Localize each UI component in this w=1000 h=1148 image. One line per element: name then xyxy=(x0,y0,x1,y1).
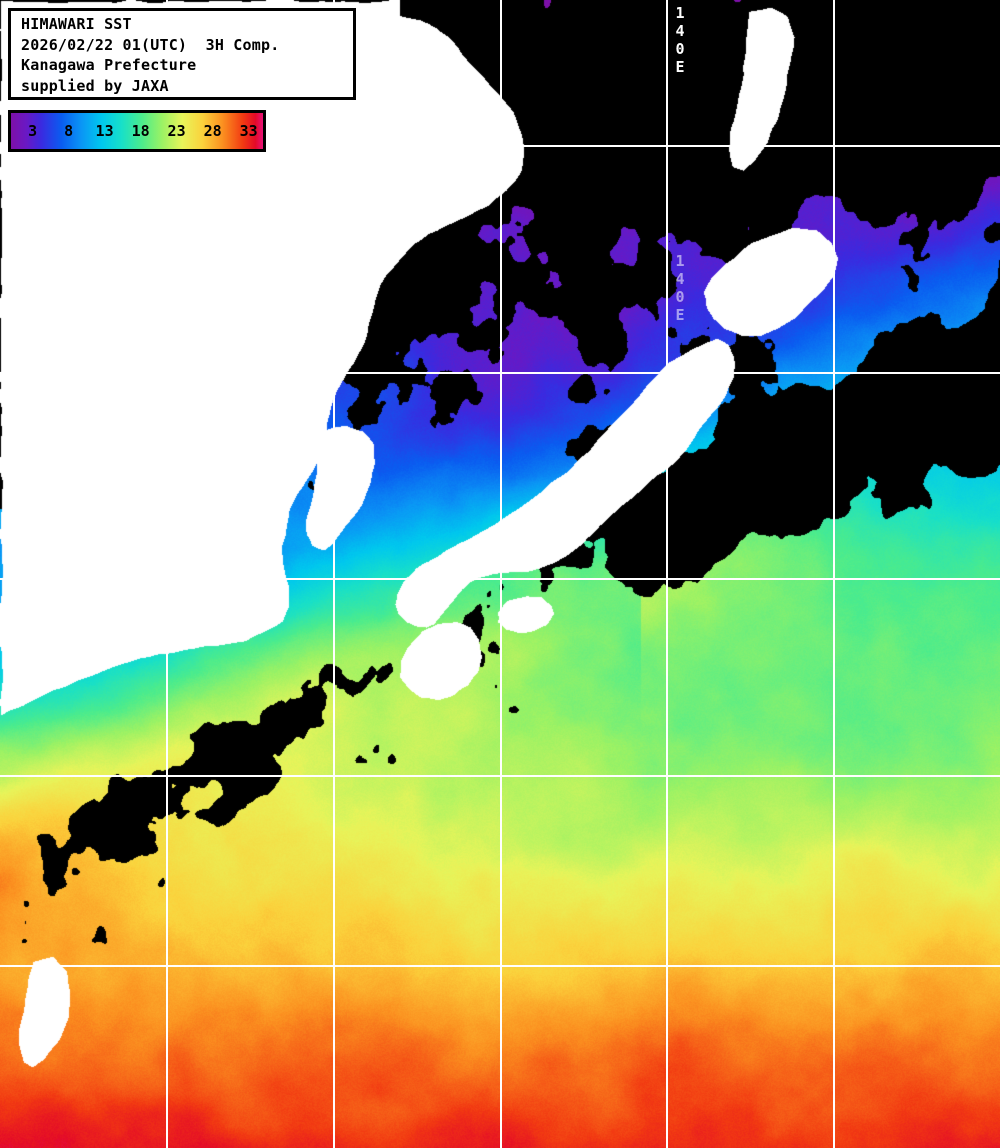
colorbar-tick-8: 8 xyxy=(64,122,74,140)
title-product-name: HIMAWARI SST xyxy=(21,15,132,33)
colorbar-tick-23: 23 xyxy=(167,122,186,140)
colorbar-tick-18: 18 xyxy=(131,122,150,140)
latitude-label-40n: 40N xyxy=(8,350,37,369)
title-info-box: HIMAWARI SST 2026/02/22 01(UTC) 3H Comp.… xyxy=(8,8,356,100)
title-region: Kanagawa Prefecture xyxy=(21,56,197,74)
colorbar-tick-labels: 3 8 13 18 23 28 33 xyxy=(11,113,263,149)
colorbar-tick-28: 28 xyxy=(203,122,222,140)
title-supplier: supplied by JAXA xyxy=(21,76,169,95)
colorbar-gradient-strip xyxy=(11,113,263,149)
longitude-label-140e-top: 140E xyxy=(671,4,689,76)
colorbar-tick-13: 13 xyxy=(95,122,114,140)
colorbar-tick-3: 3 xyxy=(28,122,38,140)
colorbar-tick-33: 33 xyxy=(239,122,258,140)
longitude-label-140e-mid: 140E xyxy=(671,252,689,324)
title-datetime: 2026/02/22 01(UTC) 3H Comp. xyxy=(21,35,280,54)
temperature-colorbar: 3 8 13 18 23 28 33 xyxy=(8,110,266,152)
